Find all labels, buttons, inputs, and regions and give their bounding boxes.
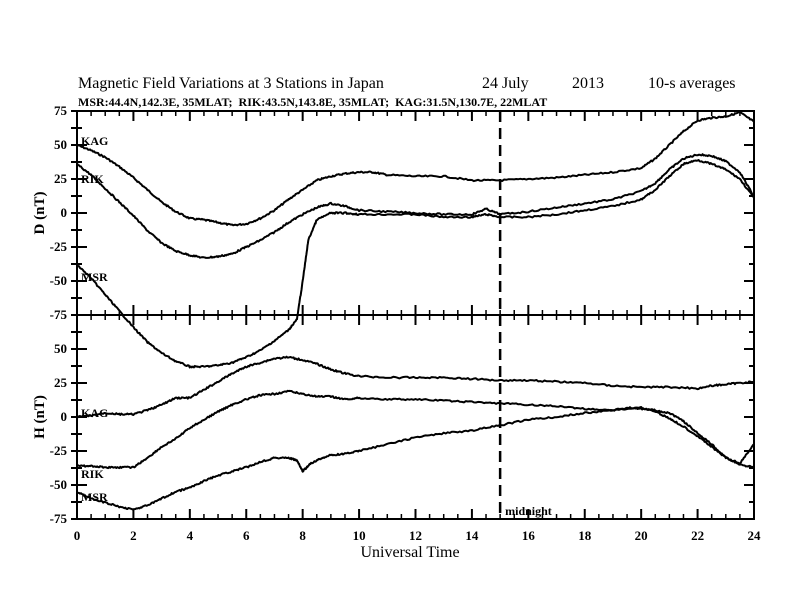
y-tick-label: -25 <box>50 443 68 458</box>
y-tick-label: -50 <box>50 477 67 492</box>
series-line-h-kag <box>76 355 755 419</box>
x-tick-label: 12 <box>409 528 422 543</box>
midnight-label: midnight <box>505 504 552 518</box>
chart-title: Magnetic Field Variations at 3 Stations … <box>78 75 384 92</box>
y-tick-label: 0 <box>61 205 68 220</box>
y-tick-label: 50 <box>54 137 67 152</box>
station-label-d-msr: MSR <box>81 270 108 284</box>
y-tick-label: 25 <box>54 171 68 186</box>
x-tick-label: 22 <box>691 528 704 543</box>
x-tick-label: 2 <box>130 528 137 543</box>
station-label-d-kag: KAG <box>81 134 108 148</box>
y-tick-label: 75 <box>54 103 68 118</box>
y-axis-label-d: D (nT) <box>32 192 48 235</box>
y-tick-label: -50 <box>50 273 67 288</box>
x-tick-label: 14 <box>465 528 479 543</box>
series-line-d-rik <box>76 153 755 259</box>
chart-subtitle: MSR:44.4N,142.3E, 35MLAT; RIK:43.5N,143.… <box>78 95 547 109</box>
x-tick-label: 18 <box>578 528 592 543</box>
chart-date-day: 24 July <box>482 75 529 92</box>
y-axis-label-h: H (nT) <box>32 395 48 439</box>
station-label-h-msr: MSR <box>81 490 108 504</box>
x-tick-label: 10 <box>353 528 366 543</box>
station-label-d-rik: RIK <box>81 172 104 186</box>
y-tick-label: -75 <box>50 511 68 526</box>
station-label-h-rik: RIK <box>81 467 104 481</box>
x-axis-label: Universal Time <box>360 544 459 561</box>
y-tick-label: 25 <box>54 375 68 390</box>
y-tick-label: -75 <box>50 307 68 322</box>
series-line-h-msr <box>76 406 755 511</box>
x-tick-label: 0 <box>74 528 81 543</box>
x-tick-label: 20 <box>635 528 648 543</box>
series-line-d-kag <box>76 111 755 227</box>
station-label-h-kag: KAG <box>81 406 108 420</box>
x-tick-label: 24 <box>748 528 762 543</box>
panel-frame-h <box>76 314 755 520</box>
series-line-h-rik <box>76 389 755 470</box>
y-tick-label: -25 <box>50 239 68 254</box>
x-tick-label: 8 <box>299 528 306 543</box>
series-line-d-msr <box>76 159 755 369</box>
y-tick-label: 0 <box>61 409 68 424</box>
x-tick-label: 4 <box>187 528 194 543</box>
chart-averaging: 10-s averages <box>648 75 736 92</box>
y-tick-label: 50 <box>54 341 67 356</box>
chart-date-year: 2013 <box>572 75 604 92</box>
x-tick-label: 16 <box>522 528 536 543</box>
x-tick-label: 6 <box>243 528 250 543</box>
